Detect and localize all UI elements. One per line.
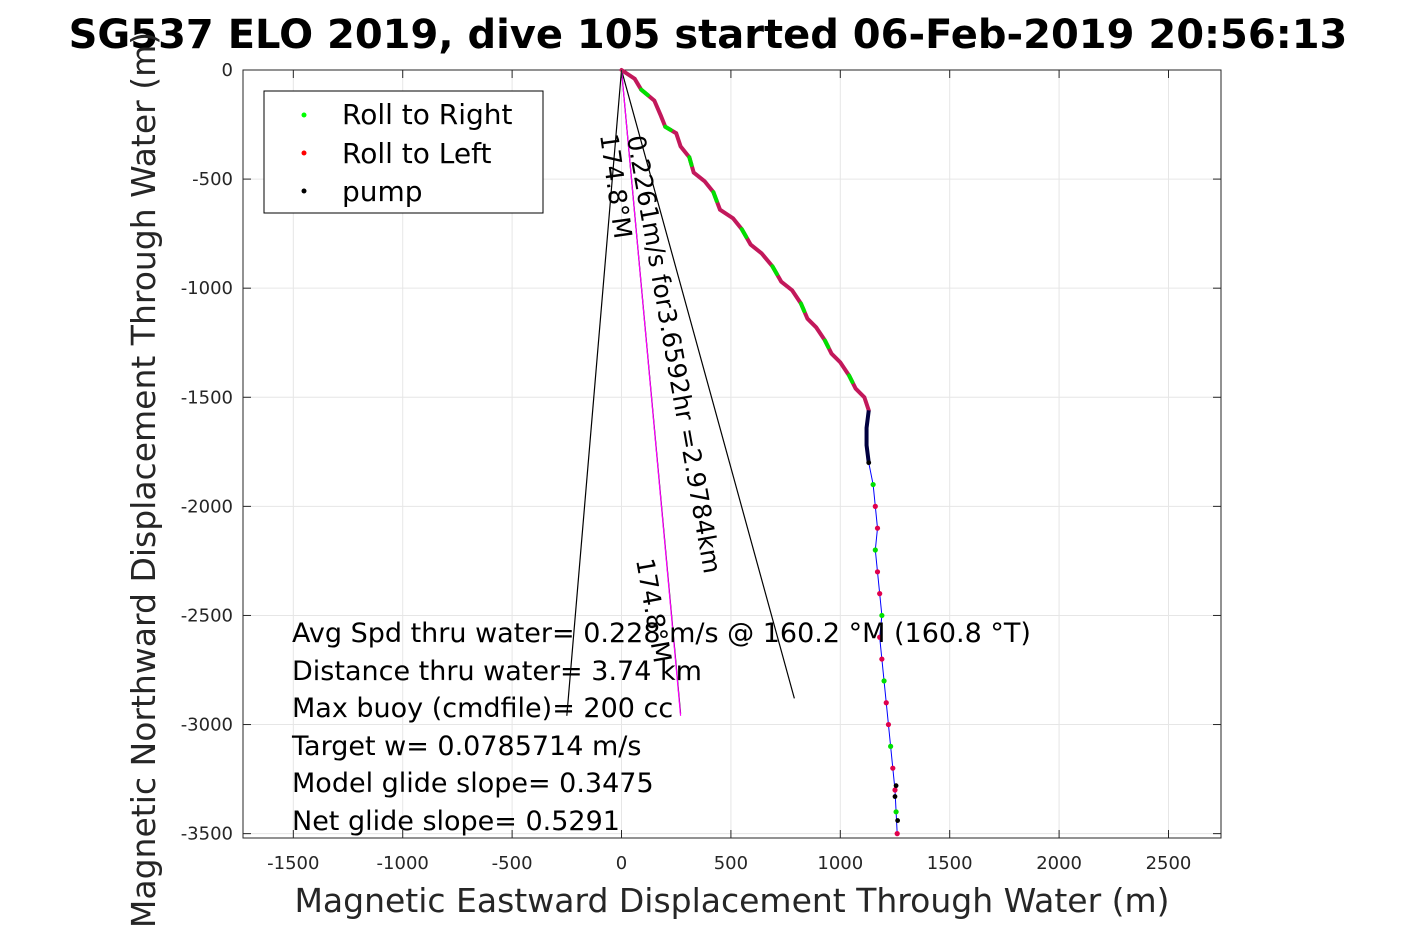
legend-label-pump: pump [342, 175, 423, 208]
roll-right-segment [639, 87, 650, 98]
track-series [619, 68, 901, 837]
heading-ray-left [566, 69, 623, 716]
x-tick-label: 1500 [927, 853, 973, 874]
roll-marker [883, 700, 889, 706]
y-tick-label: -2500 [181, 605, 233, 626]
x-tick-label: 500 [714, 853, 748, 874]
pump-segment [864, 410, 871, 463]
roll-marker [890, 765, 896, 771]
legend-marker-roll-left [301, 150, 307, 156]
roll-right-segment [847, 373, 855, 384]
roll-right-segment [798, 301, 807, 314]
roll-marker [872, 503, 878, 509]
y-tick-label: -3500 [181, 824, 233, 845]
distance-text: Distance thru water= 3.74 km [292, 656, 702, 687]
roll-marker [881, 678, 887, 684]
x-tick-label: -1000 [377, 853, 429, 874]
heading-rays [566, 69, 795, 716]
roll-right-segment [687, 155, 694, 167]
x-tick-label: 2500 [1146, 853, 1192, 874]
legend-marker-roll-right [301, 112, 307, 118]
stats-annotations: Avg Spd thru water= 0.228 m/s @ 160.2 °M… [291, 618, 1031, 837]
pump-marker [892, 794, 898, 799]
axis-ticks: -1500 -1000 -500 0 500 1000 1500 2000 2500 0 -500 -… [181, 60, 1221, 874]
plot-frame [242, 69, 1222, 839]
y-tick-label: -2000 [181, 496, 233, 517]
x-tick-label: -1500 [267, 853, 319, 874]
legend: Roll to Right Roll to Left pump [263, 90, 544, 214]
roll-marker [888, 743, 894, 749]
roll-marker [874, 525, 881, 531]
roll-marker [894, 831, 900, 837]
chart-title: SG537 ELO 2019, dive 105 started 06-Feb-… [69, 12, 1348, 58]
y-axis-label: Magnetic Northward Displacement Through … [124, 32, 163, 928]
roll-right-segment [663, 124, 673, 132]
roll-marker [893, 809, 899, 815]
roll-marker [879, 612, 885, 619]
y-tick-label: -1000 [181, 278, 233, 299]
legend-label-roll-right: Roll to Right [342, 98, 513, 131]
x-tick-label: -500 [492, 853, 533, 874]
model-glide-slope-text: Model glide slope= 0.3475 [292, 768, 654, 799]
target-w-text: Target w= 0.0785714 m/s [291, 731, 641, 762]
max-buoy-text: Max buoy (cmdfile)= 200 cc [292, 693, 673, 724]
x-tick-label: 2000 [1036, 853, 1082, 874]
x-axis-label: Magnetic Eastward Displacement Through W… [294, 881, 1169, 920]
roll-marker [885, 721, 892, 728]
y-tick-label: -500 [192, 169, 233, 190]
roll-marker [892, 787, 898, 793]
legend-marker-pump [301, 188, 307, 194]
speed-distance-label: 0.2261m/s for3.6592hr =2.9784km [621, 133, 727, 576]
roll-right-segment [739, 227, 749, 239]
heading-ray-average [620, 69, 795, 699]
net-glide-slope-text: Net glide slope= 0.5291 [292, 806, 620, 837]
roll-right-segment [822, 338, 831, 350]
x-tick-label: 0 [616, 853, 627, 874]
pump-marker [895, 818, 901, 823]
x-tick-label: 1000 [817, 853, 863, 874]
avg-speed-text: Avg Spd thru water= 0.228 m/s @ 160.2 °M… [292, 618, 1031, 649]
y-tick-label: 0 [222, 60, 233, 81]
roll-marker [874, 569, 881, 575]
roll-right-segment [711, 190, 719, 203]
roll-marker [872, 547, 878, 553]
y-tick-label: -1500 [181, 387, 233, 408]
legend-label-roll-left: Roll to Left [342, 137, 491, 170]
y-tick-label: -3000 [181, 715, 233, 736]
roll-marker [877, 634, 883, 640]
pump-marker [866, 460, 872, 466]
legend-box [263, 90, 544, 214]
roll-marker [870, 481, 876, 488]
heading-ray-dive [620, 69, 682, 716]
roll-marker [879, 656, 885, 662]
roll-marker [877, 591, 883, 597]
roll-right-segment [770, 264, 779, 276]
pump-marker [893, 783, 899, 789]
